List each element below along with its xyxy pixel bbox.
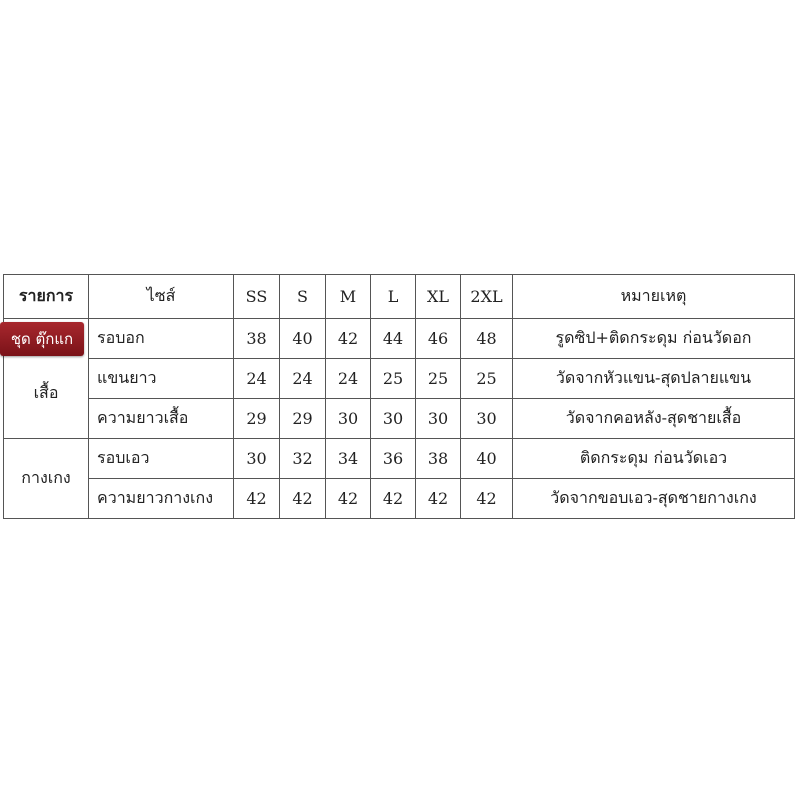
value-cell: 24: [325, 358, 371, 399]
value-cell: 38: [415, 438, 461, 479]
table-row: แขนยาว 24 24 24 25 25 25 วัดจากหัวแขน-สุดปลายแข…: [4, 358, 795, 399]
value-cell: 36: [370, 438, 416, 479]
value-cell: 24: [279, 358, 326, 399]
note-cell: วัดจากหัวแขน-สุดปลายแขน: [512, 358, 795, 399]
table-row: ความยาวกางเกง 42 42 42 42 42 42 วัดจากขอบเอว-สุ…: [4, 478, 795, 519]
value-cell: 42: [370, 478, 416, 519]
note-cell: ติดกระดุม ก่อนวัดเอว: [512, 438, 795, 479]
value-cell: 30: [325, 398, 371, 439]
value-cell: 46: [415, 318, 461, 359]
header-size: ไซส์: [88, 274, 234, 319]
value-cell: 30: [233, 438, 280, 479]
value-cell: 24: [233, 358, 280, 399]
value-cell: 29: [233, 398, 280, 439]
value-cell: 42: [325, 318, 371, 359]
item-cell: รอบเอว: [88, 438, 234, 479]
value-cell: 30: [415, 398, 461, 439]
note-cell: วัดจากขอบเอว-สุดชายกางเกง: [512, 478, 795, 519]
value-cell: 40: [279, 318, 326, 359]
table-row: เสื้อ รอบอก 38 40 42 44 46 48 รูดซิป+ติดกระดุม ก…: [3, 318, 795, 439]
header-size-ss: SS: [233, 274, 280, 319]
header-size-xl: XL: [415, 274, 461, 319]
value-cell: 48: [460, 318, 513, 359]
value-cell: 34: [325, 438, 371, 479]
value-cell: 25: [460, 358, 513, 399]
value-cell: 42: [233, 478, 280, 519]
item-cell: ความยาวเสื้อ: [88, 398, 234, 439]
header-size-m: M: [325, 274, 371, 319]
value-cell: 30: [370, 398, 416, 439]
table-row: ความยาวเสื้อ 29 29 30 30 30 30 วัดจากคอหลัง-สุด…: [4, 398, 795, 439]
category-cell: กางเกง: [3, 438, 89, 519]
value-cell: 40: [460, 438, 513, 479]
value-cell: 42: [279, 478, 326, 519]
product-badge: ชุด ตุ๊กแก: [0, 322, 84, 356]
value-cell: 30: [460, 398, 513, 439]
header-note: หมายเหตุ: [512, 274, 795, 319]
value-cell: 44: [370, 318, 416, 359]
item-cell: รอบอก: [88, 318, 234, 359]
note-cell: วัดจากคอหลัง-สุดชายเสื้อ: [512, 398, 795, 439]
header-row: รายการ ไซส์ SS S M L XL 2XL หมายเหตุ: [3, 274, 795, 319]
header-size-2xl: 2XL: [460, 274, 513, 319]
size-chart-table: รายการ ไซส์ SS S M L XL 2XL หมายเหตุ เสื…: [3, 274, 795, 519]
value-cell: 42: [325, 478, 371, 519]
header-size-l: L: [370, 274, 416, 319]
value-cell: 25: [370, 358, 416, 399]
value-cell: 38: [233, 318, 280, 359]
item-cell: ความยาวกางเกง: [88, 478, 234, 519]
value-cell: 42: [460, 478, 513, 519]
note-cell: รูดซิป+ติดกระดุม ก่อนวัดอก: [512, 318, 795, 359]
value-cell: 42: [415, 478, 461, 519]
value-cell: 29: [279, 398, 326, 439]
header-item: รายการ: [3, 274, 89, 319]
header-size-s: S: [279, 274, 326, 319]
table-row: กางเกง รอบเอว 30 32 34 36 38 40 ติดกระดุม ก่อนวั…: [3, 438, 795, 519]
item-cell: แขนยาว: [88, 358, 234, 399]
value-cell: 32: [279, 438, 326, 479]
value-cell: 25: [415, 358, 461, 399]
